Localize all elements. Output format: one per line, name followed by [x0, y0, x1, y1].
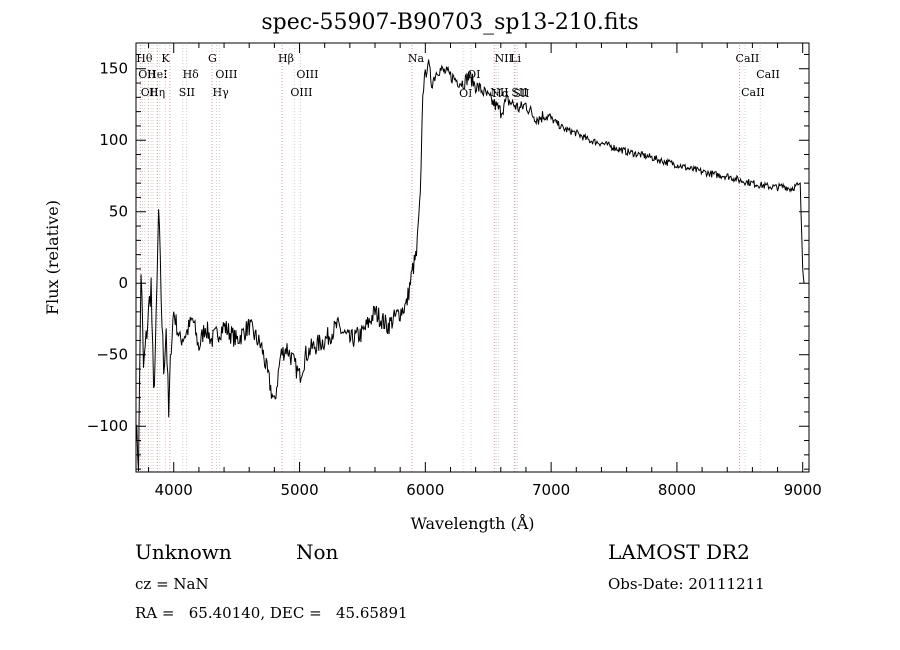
line-marker-label: Hθ	[136, 52, 153, 65]
line-marker-label: SII	[511, 86, 527, 99]
x-axis-label: Wavelength (Å)	[410, 513, 534, 533]
subclass-label: Non	[296, 540, 339, 564]
line-marker-label: SII	[513, 87, 529, 100]
line-marker-label: OIII	[290, 86, 312, 99]
y-tick-label: −50	[96, 346, 128, 364]
x-tick-label: 5000	[280, 481, 318, 499]
line-marker-label: Hα	[492, 87, 510, 100]
line-marker-label: OIII	[215, 68, 237, 81]
line-marker-label: SII	[179, 86, 195, 99]
coordinates-label: RA = 65.40140, DEC = 45.65891	[135, 604, 408, 622]
line-marker-label: Hδ	[183, 68, 200, 81]
line-marker-label: Na	[408, 52, 425, 65]
x-tick-label: 7000	[532, 481, 570, 499]
y-tick-label: 150	[99, 60, 128, 78]
y-tick-label: 50	[109, 203, 128, 221]
line-marker-label: NII	[490, 86, 508, 99]
chart-title: spec-55907-B90703_sp13-210.fits	[261, 10, 639, 35]
line-marker-label: CaII	[741, 86, 765, 99]
line-marker-label: OII	[141, 86, 159, 99]
plot-frame	[135, 42, 810, 473]
x-tick-label: 8000	[658, 481, 696, 499]
x-tick-label: 6000	[406, 481, 444, 499]
line-marker-label: Li	[510, 52, 521, 65]
line-marker-label: CaII	[736, 52, 760, 65]
y-tick-label: −100	[87, 417, 128, 435]
redshift-label: cz = NaN	[135, 575, 209, 593]
line-marker-label: OIII	[296, 68, 318, 81]
obs-date-label: Obs-Date: 20111211	[608, 575, 765, 593]
line-marker-label: OII	[138, 68, 156, 81]
line-marker-label: Hγ	[213, 86, 230, 99]
spectrum-series-line	[135, 59, 805, 472]
line-marker-label: Hη	[149, 86, 165, 99]
survey-label: LAMOST DR2	[608, 540, 750, 564]
y-tick-label: 100	[99, 131, 128, 149]
line-marker-label: K	[161, 52, 170, 65]
class-label: Unknown	[135, 540, 232, 564]
line-marker-label: HeI	[147, 68, 167, 81]
line-marker-label: NII	[495, 52, 513, 65]
y-axis-label: Flux (relative)	[43, 200, 62, 315]
line-marker-label: OI	[459, 87, 472, 100]
x-tick-label: 9000	[784, 481, 822, 499]
line-marker-label: G	[208, 52, 217, 65]
line-marker-label: Hβ	[278, 52, 294, 65]
line-marker-label: CaII	[756, 68, 780, 81]
x-tick-label: 4000	[155, 481, 193, 499]
y-tick-label: 0	[118, 274, 128, 292]
